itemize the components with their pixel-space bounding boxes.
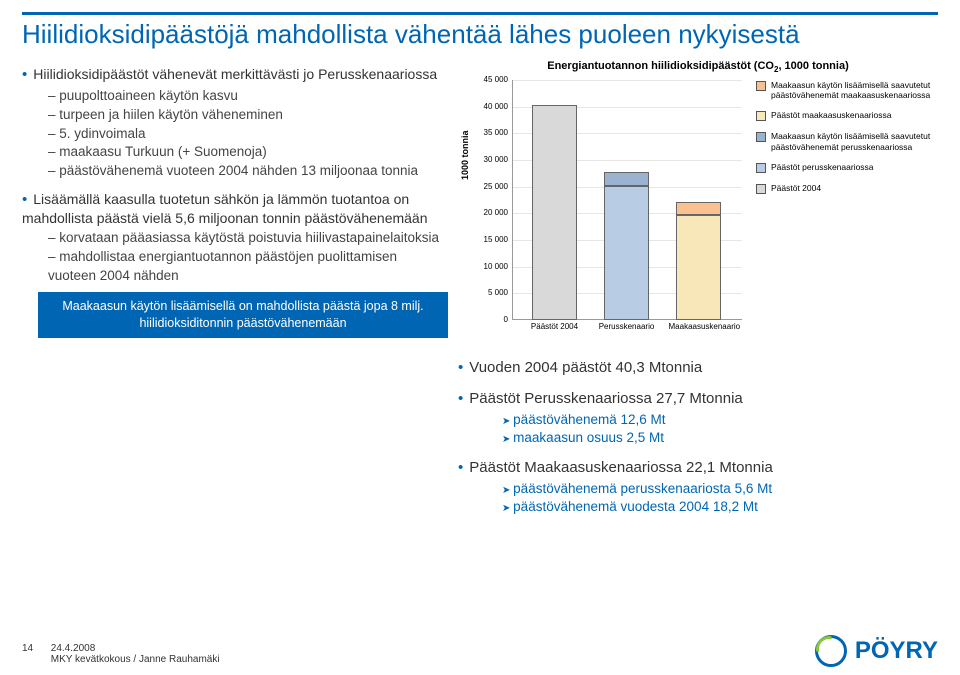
bar-segment xyxy=(604,186,649,320)
y-tick-label: 15 000 xyxy=(478,235,508,244)
legend-label: Maakaasun käytön lisäämisellä saavutetut… xyxy=(771,80,938,100)
logo-icon xyxy=(815,635,847,667)
y-tick-label: 25 000 xyxy=(478,182,508,191)
right-bullet-1: •Vuoden 2004 päästöt 40,3 Mtonnia xyxy=(458,359,938,378)
logo: PÖYRY xyxy=(815,635,938,667)
legend-swatch xyxy=(756,111,766,121)
legend-label: Päästöt maakaasuskenaariossa xyxy=(771,110,892,120)
x-tick-label: Maakaasuskenaario xyxy=(669,322,729,331)
bar-segment xyxy=(532,105,577,320)
right-column: Energiantuotannon hiilidioksidipäästöt (… xyxy=(458,60,938,516)
chart-title: Energiantuotannon hiilidioksidipäästöt (… xyxy=(458,60,938,74)
right-bullet-2-sub: päästövähenemä 12,6 Mt xyxy=(502,411,938,429)
y-tick-label: 40 000 xyxy=(478,102,508,111)
page-number: 14 xyxy=(22,643,42,654)
footer-event: MKY kevätkokous / Janne Rauhamäki xyxy=(51,654,220,665)
bar-chart: Energiantuotannon hiilidioksidipäästöt (… xyxy=(458,60,938,335)
y-tick-label: 0 xyxy=(478,315,508,324)
legend-item: Päästöt 2004 xyxy=(756,183,938,194)
right-bullet-3-sub: päästövähenemä vuodesta 2004 18,2 Mt xyxy=(502,498,938,516)
bullet-2-sub: mahdollistaa energiantuotannon päästöjen… xyxy=(48,248,448,286)
left-column: •Hiilidioksidipäästöt vähenevät merkittä… xyxy=(22,60,448,516)
logo-text: PÖYRY xyxy=(855,637,938,665)
bar-segment xyxy=(676,202,721,215)
bullet-1-sub: puupolttoaineen käytön kasvu xyxy=(48,87,448,106)
bullet-1: •Hiilidioksidipäästöt vähenevät merkittä… xyxy=(22,66,448,85)
legend-label: Päästöt perusskenaariossa xyxy=(771,162,874,172)
legend-item: Maakaasun käytön lisäämisellä saavutetut… xyxy=(756,131,938,151)
y-tick-label: 5 000 xyxy=(478,288,508,297)
x-tick-label: Päästöt 2004 xyxy=(525,322,585,331)
bullet-2-sub: korvataan pääasiassa käytöstä poistuvia … xyxy=(48,229,448,248)
right-bullet-3-sub: päästövähenemä perusskenaariosta 5,6 Mt xyxy=(502,480,938,498)
y-axis-label: 1000 tonnia xyxy=(460,130,470,180)
legend-swatch xyxy=(756,132,766,142)
right-bullet-2: •Päästöt Perusskenaariossa 27,7 Mtonnia xyxy=(458,390,938,409)
x-tick-label: Perusskenaario xyxy=(597,322,657,331)
legend-swatch xyxy=(756,81,766,91)
y-tick-label: 10 000 xyxy=(478,262,508,271)
bar-segment xyxy=(676,215,721,320)
bar-segment xyxy=(604,172,649,185)
legend-label: Päästöt 2004 xyxy=(771,183,821,193)
legend-swatch xyxy=(756,163,766,173)
bullet-1-sub: maakaasu Turkuun (+ Suomenoja) xyxy=(48,143,448,162)
legend-item: Päästöt maakaasuskenaariossa xyxy=(756,110,938,121)
y-tick-label: 45 000 xyxy=(478,75,508,84)
legend-item: Päästöt perusskenaariossa xyxy=(756,162,938,173)
bullet-2: •Lisäämällä kaasulla tuotetun sähkön ja … xyxy=(22,191,448,227)
legend-item: Maakaasun käytön lisäämisellä saavutetut… xyxy=(756,80,938,100)
legend-swatch xyxy=(756,184,766,194)
bullet-1-sub: päästövähenemä vuoteen 2004 nähden 13 mi… xyxy=(48,162,448,181)
y-tick-label: 30 000 xyxy=(478,155,508,164)
bullet-1-sub: turpeen ja hiilen käytön väheneminen xyxy=(48,106,448,125)
right-bullet-2-sub: maakaasun osuus 2,5 Mt xyxy=(502,429,938,447)
footer-date: 24.4.2008 xyxy=(51,643,96,654)
page-title: Hiilidioksidipäästöjä mahdollista vähent… xyxy=(22,12,938,50)
footer: 14 24.4.2008 MKY kevätkokous / Janne Rau… xyxy=(22,643,220,665)
legend: Maakaasun käytön lisäämisellä saavutetut… xyxy=(756,80,938,204)
bullet-1-sub: 5. ydinvoimala xyxy=(48,125,448,144)
right-bullet-3: •Päästöt Maakaasuskenaariossa 22,1 Mtonn… xyxy=(458,459,938,478)
highlight-box: Maakaasun käytön lisäämisellä on mahdoll… xyxy=(38,292,448,338)
legend-label: Maakaasun käytön lisäämisellä saavutetut… xyxy=(771,131,938,151)
y-tick-label: 20 000 xyxy=(478,208,508,217)
y-tick-label: 35 000 xyxy=(478,128,508,137)
